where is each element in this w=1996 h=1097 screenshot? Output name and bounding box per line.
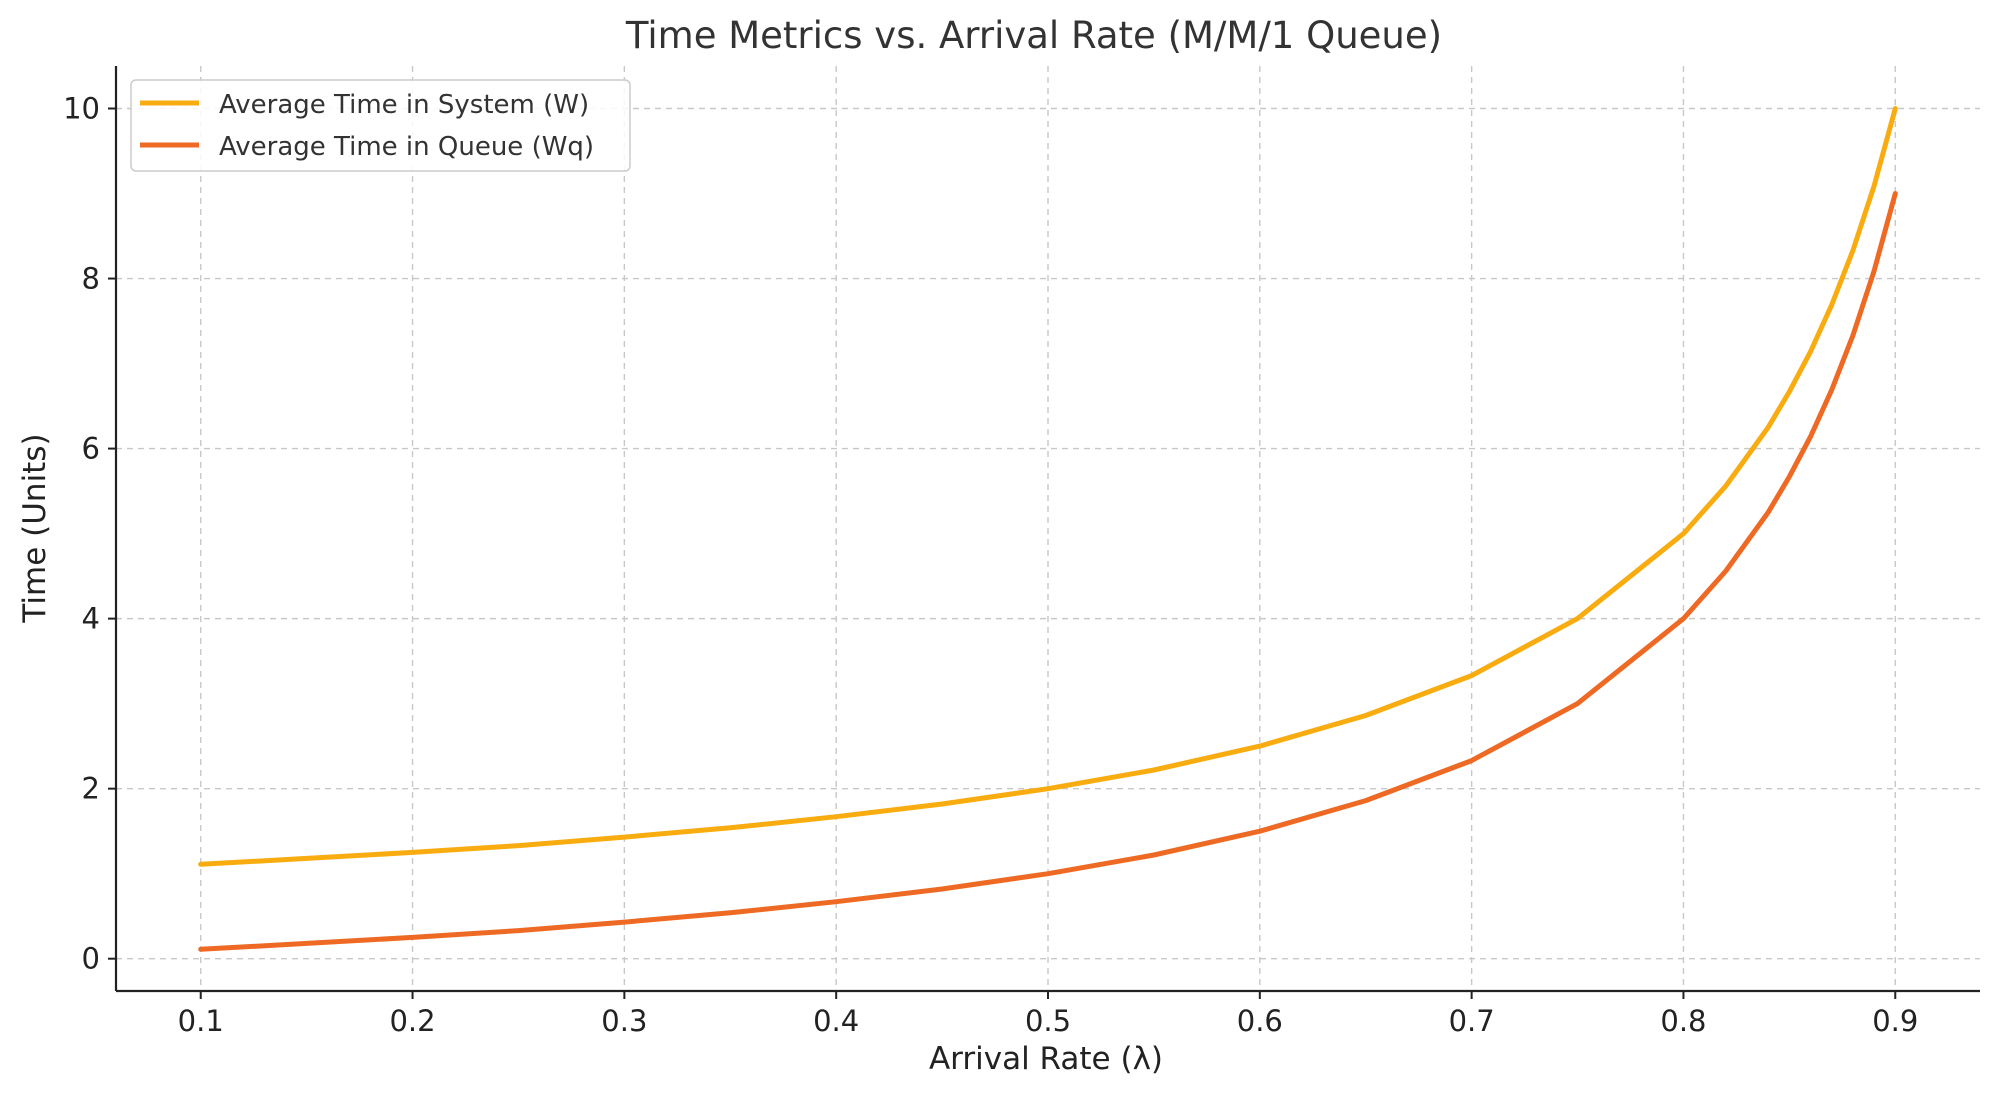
y-tick-label: 2	[82, 772, 100, 806]
y-tick-label: 4	[82, 602, 100, 636]
x-tick-label: 0.6	[1237, 1004, 1283, 1038]
legend-box	[130, 79, 631, 172]
y-axis-label: Time (Units)	[17, 433, 53, 623]
x-tick-label: 0.3	[601, 1004, 647, 1038]
x-tick-label: 0.5	[1025, 1004, 1071, 1038]
x-axis-label: Arrival Rate (λ)	[929, 1041, 1163, 1077]
x-tick-label: 0.1	[178, 1004, 224, 1038]
series-line-average-time-in-queue	[198, 191, 1898, 952]
series-layer	[198, 106, 1898, 952]
y-tick-label: 8	[82, 262, 100, 296]
x-tick-label: 0.8	[1660, 1004, 1706, 1038]
y-tick-label: 0	[82, 942, 100, 976]
x-tick-label: 0.2	[389, 1004, 435, 1038]
legend: Average Time in System (W) Average Time …	[130, 79, 631, 172]
legend-label-wq: Average Time in Queue (Wq)	[219, 132, 594, 162]
series-line-average-time-in-system	[198, 106, 1898, 867]
y-tick-label: 6	[82, 432, 100, 466]
x-tick-label: 0.7	[1449, 1004, 1495, 1038]
x-tick-label: 0.4	[813, 1004, 859, 1038]
ticks-layer: 0.1 0.2 0.3 0.4 0.5 0.6 0.7 0.8 0.9 0 2 4 6 8 10	[63, 92, 1918, 1038]
legend-label-w: Average Time in System (W)	[219, 90, 589, 120]
y-tick-label: 10	[63, 92, 100, 126]
x-tick-label: 0.9	[1872, 1004, 1918, 1038]
chart-title: Time Metrics vs. Arrival Rate (M/M/1 Que…	[625, 14, 1442, 57]
